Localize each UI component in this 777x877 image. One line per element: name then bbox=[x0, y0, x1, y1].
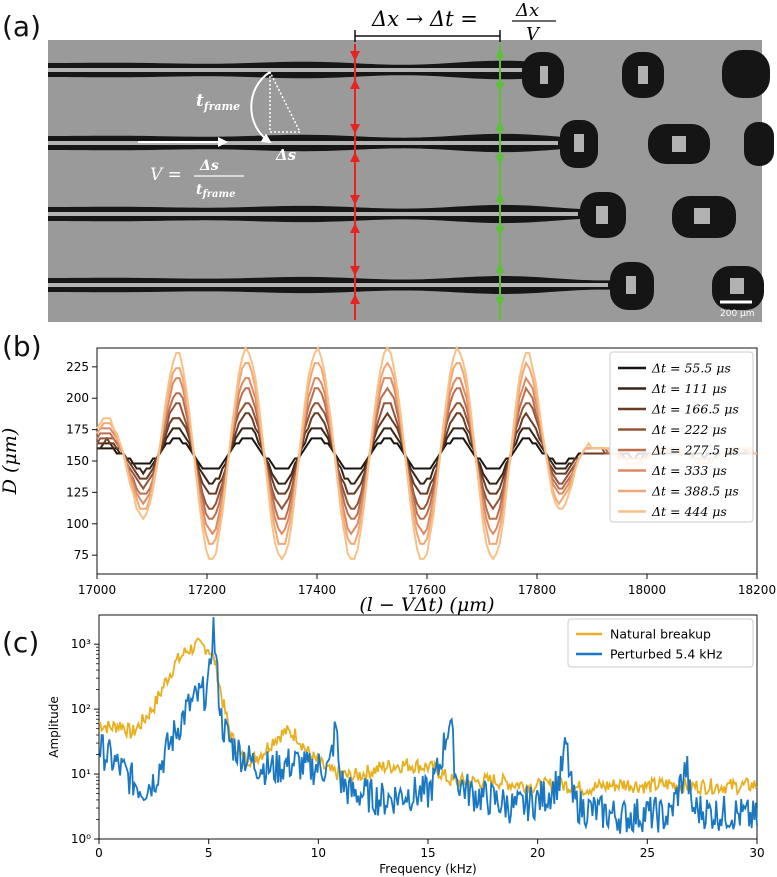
legend-label: Natural breakup bbox=[610, 627, 711, 642]
y-tick-label: 150 bbox=[66, 454, 89, 468]
legend-label: Δt = 444 μs bbox=[651, 504, 727, 519]
panel-label-c: (c) bbox=[2, 626, 40, 659]
chart-b: 17000 17200 17400 17600 17800 18000 18200 75 100… bbox=[0, 345, 776, 616]
y-tick-label: 10³ bbox=[71, 637, 91, 651]
series-line bbox=[98, 617, 758, 834]
v-formula-numerator: Δs bbox=[199, 158, 219, 174]
legend-label: Δt = 277.5 μs bbox=[651, 443, 739, 458]
v-formula-lhs: V = bbox=[150, 165, 182, 185]
legend-label: Δt = 111 μs bbox=[651, 381, 727, 396]
x-tick-label: 5 bbox=[205, 846, 213, 860]
panel-label-a: (a) bbox=[2, 10, 42, 43]
y-tick-label: 225 bbox=[66, 360, 89, 374]
x-tick-label: 17000 bbox=[78, 583, 116, 597]
micrograph: tframe Δs V = Δs tframe 200 μm bbox=[48, 40, 774, 322]
top-formula-denominator: V bbox=[526, 24, 541, 45]
series-line bbox=[98, 637, 758, 797]
x-tick-label: 17600 bbox=[408, 583, 446, 597]
x-tick-label: 18000 bbox=[628, 583, 666, 597]
t-frame-label: tframe bbox=[196, 91, 240, 113]
jet-core bbox=[48, 283, 608, 287]
top-formula-left: Δx → Δt = bbox=[371, 7, 478, 31]
t-frame-arc bbox=[250, 71, 272, 144]
legend-label: Δt = 55.5 μs bbox=[651, 361, 731, 376]
delta-s-triangle bbox=[269, 71, 302, 133]
chart-b-legend: Δt = 55.5 μs Δt = 111 μs Δt = 166.5 μs Δt =… bbox=[609, 351, 754, 523]
x-tick-label: 10 bbox=[311, 846, 326, 860]
x-tick-label: 18200 bbox=[738, 583, 776, 597]
x-tick-label: 20 bbox=[530, 846, 545, 860]
v-formula-denominator: tframe bbox=[196, 182, 235, 200]
x-tick-label: 15 bbox=[420, 846, 435, 860]
jets bbox=[48, 60, 620, 294]
x-tick-label: 0 bbox=[95, 846, 103, 860]
panel-label-b: (b) bbox=[2, 330, 42, 363]
chart-b-ticks: 17000 17200 17400 17600 17800 18000 18200 75 100… bbox=[66, 360, 776, 597]
top-formula: Δx → Δt = Δx V bbox=[354, 0, 556, 45]
droplet bbox=[744, 122, 774, 166]
jet-core bbox=[48, 68, 528, 72]
y-tick-label: 200 bbox=[66, 391, 89, 405]
top-formula-numerator: Δx bbox=[515, 0, 539, 21]
chart-c-ylabel: Amplitude bbox=[47, 696, 61, 758]
y-tick-label: 10¹ bbox=[71, 767, 91, 781]
jet-core bbox=[48, 141, 558, 145]
y-tick-label: 175 bbox=[66, 423, 89, 437]
droplet bbox=[722, 50, 770, 98]
chart-c-legend: Natural breakup Perturbed 5.4 kHz bbox=[567, 618, 754, 668]
x-tick-label: 17200 bbox=[188, 583, 226, 597]
y-tick-label: 75 bbox=[74, 548, 89, 562]
legend-label: Perturbed 5.4 kHz bbox=[610, 647, 723, 662]
legend-label: Δt = 388.5 μs bbox=[651, 484, 739, 499]
x-tick-label: 17800 bbox=[518, 583, 556, 597]
chart-c-xlabel: Frequency (kHz) bbox=[379, 862, 476, 876]
jet-core bbox=[48, 212, 578, 216]
chart-c-series bbox=[98, 617, 758, 834]
y-tick-label: 10² bbox=[71, 702, 91, 716]
y-tick-label: 10⁰ bbox=[71, 832, 91, 846]
legend-label: Δt = 166.5 μs bbox=[651, 402, 739, 417]
chart-c: 0 5 10 15 20 25 30 10⁰ 10¹ 10² 10³ Amplitude Frequ… bbox=[47, 614, 765, 876]
scale-bar-label: 200 μm bbox=[720, 309, 755, 319]
delta-s-label: Δs bbox=[275, 146, 297, 164]
chart-b-xlabel: (l − VΔt) (μm) bbox=[359, 594, 494, 616]
x-tick-label: 30 bbox=[749, 846, 764, 860]
chart-b-ylabel: D (μm) bbox=[0, 428, 21, 495]
legend-label: Δt = 333 μs bbox=[651, 463, 727, 478]
x-tick-label: 17400 bbox=[298, 583, 336, 597]
y-tick-label: 100 bbox=[66, 517, 89, 531]
chart-c-ticks: 0 5 10 15 20 25 30 10⁰ 10¹ 10² 10³ bbox=[71, 637, 765, 860]
legend-label: Δt = 222 μs bbox=[651, 422, 727, 437]
x-tick-label: 25 bbox=[640, 846, 655, 860]
y-tick-label: 125 bbox=[66, 485, 89, 499]
